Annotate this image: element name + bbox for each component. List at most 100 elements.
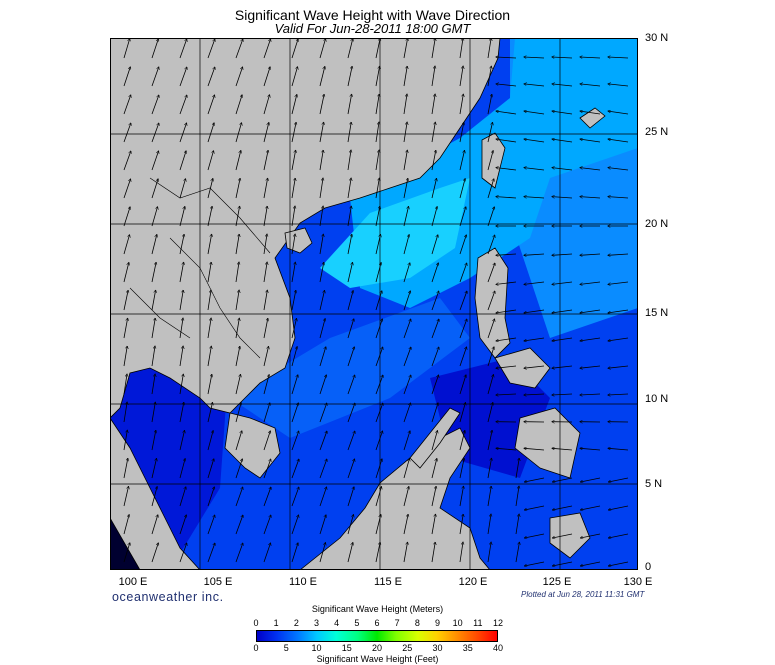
wave-arrow xyxy=(263,403,270,423)
wave-arrow xyxy=(496,394,517,395)
wave-arrow xyxy=(263,543,271,563)
wave-arrow xyxy=(580,477,601,482)
wave-arrow xyxy=(403,431,410,451)
wave-arrow xyxy=(123,487,129,507)
wave-arrow xyxy=(263,459,271,479)
wave-arrow xyxy=(552,365,573,368)
wave-arrow xyxy=(291,403,298,423)
chart-title: Significant Wave Height with Wave Direct… xyxy=(234,7,511,23)
wave-arrow xyxy=(291,487,299,507)
wave-arrow xyxy=(496,84,517,87)
wave-arrow xyxy=(235,234,239,255)
wave-arrow xyxy=(151,262,156,283)
oceanweather-logo: oceanweather inc. xyxy=(112,590,224,604)
wave-arrow xyxy=(123,458,128,479)
wave-arrow xyxy=(496,139,517,143)
wave-arrow xyxy=(524,365,545,368)
wave-arrow xyxy=(347,66,352,87)
wave-arrow xyxy=(179,123,187,143)
wave-arrow xyxy=(552,309,573,313)
wave-arrow xyxy=(459,235,466,255)
wave-arrow xyxy=(235,543,243,563)
wave-arrow xyxy=(431,179,437,199)
wave-arrow xyxy=(608,505,629,510)
wave-arrow xyxy=(319,319,325,339)
wave-arrow xyxy=(487,66,491,87)
wave-arrow xyxy=(319,403,327,423)
wave-direction-arrows xyxy=(123,38,629,566)
wave-arrow xyxy=(515,542,519,563)
wave-arrow xyxy=(235,39,243,59)
wave-arrow xyxy=(123,67,130,87)
wave-arrow xyxy=(496,448,517,451)
wave-arrow xyxy=(403,178,408,199)
wave-arrow xyxy=(487,235,495,255)
wave-arrow xyxy=(207,290,211,311)
wave-arrow xyxy=(552,111,573,115)
wave-arrow xyxy=(319,262,324,283)
wave-arrow xyxy=(179,459,185,479)
wave-arrow xyxy=(487,403,493,423)
lon-label-120e: 120 E xyxy=(458,576,488,588)
wave-arrow xyxy=(123,123,131,143)
wave-arrow xyxy=(459,263,467,283)
wave-arrow xyxy=(487,375,493,395)
wave-arrow xyxy=(403,375,411,395)
wave-arrow xyxy=(319,94,324,115)
legend-tick: 15 xyxy=(341,643,352,653)
wave-arrow xyxy=(207,179,213,199)
legend-meters-title: Significant Wave Height (Meters) xyxy=(311,604,444,614)
wave-arrow xyxy=(151,346,155,367)
wave-arrow xyxy=(608,477,629,482)
wave-arrow xyxy=(515,514,519,535)
wave-arrow xyxy=(319,122,324,143)
wave-arrow xyxy=(375,542,380,563)
wave-arrow xyxy=(431,375,439,395)
wave-arrow xyxy=(496,168,517,171)
wave-arrow xyxy=(263,515,271,535)
wave-arrow xyxy=(580,254,601,255)
wave-arrow xyxy=(207,262,211,283)
wave-arrow xyxy=(524,309,545,313)
wave-arrow xyxy=(375,178,379,199)
wave-arrow xyxy=(207,515,215,535)
wave-arrow xyxy=(431,150,436,171)
wave-arrow xyxy=(319,234,323,255)
wave-arrow xyxy=(524,337,545,341)
wave-arrow xyxy=(123,151,131,171)
wave-arrow xyxy=(431,347,439,367)
wave-arrow xyxy=(207,346,211,367)
wave-arrow xyxy=(375,515,381,535)
legend-feet-ticks: 0 5 10 15 20 25 30 35 40 xyxy=(253,643,503,654)
lon-label-100e: 100 E xyxy=(118,576,148,588)
wave-arrow xyxy=(403,403,411,423)
lon-label-115e: 115 E xyxy=(374,576,402,588)
wave-arrow xyxy=(524,168,545,171)
wave-arrow xyxy=(580,168,601,171)
wave-arrow xyxy=(524,533,545,538)
wave-arrow xyxy=(459,179,465,199)
wave-arrow xyxy=(524,254,545,255)
wave-arrow xyxy=(431,94,435,115)
wave-arrow xyxy=(123,39,130,59)
lat-label-30n: 30 N xyxy=(645,32,669,44)
wave-arrow xyxy=(207,39,215,59)
legend-tick: 4 xyxy=(334,618,340,628)
wave-arrow xyxy=(235,346,240,367)
wave-arrow xyxy=(263,95,270,115)
wave-arrow xyxy=(459,403,465,423)
wave-arrow xyxy=(151,235,157,255)
wave-arrow xyxy=(263,178,268,199)
wave-arrow xyxy=(347,375,355,395)
wave-arrow xyxy=(291,150,296,171)
wave-arrow xyxy=(375,150,379,171)
wave-arrow xyxy=(179,67,187,87)
land-hainan xyxy=(284,227,313,254)
wave-arrow xyxy=(179,487,186,507)
wave-arrow xyxy=(403,459,409,479)
wave-arrow xyxy=(403,207,409,227)
wave-arrow xyxy=(235,151,241,171)
wave-arrow xyxy=(207,206,212,227)
wave-arrow xyxy=(487,347,494,367)
wave-arrow xyxy=(291,39,298,59)
